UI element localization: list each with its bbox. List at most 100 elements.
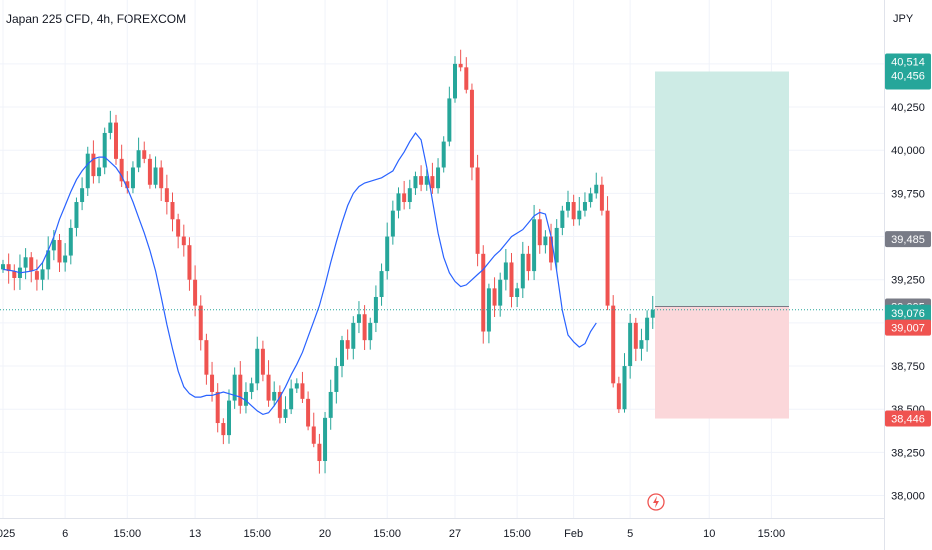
loss-zone bbox=[655, 306, 789, 419]
candle-body bbox=[283, 409, 288, 418]
candle-body bbox=[51, 240, 56, 251]
candle-body bbox=[407, 188, 412, 203]
candle-body bbox=[628, 322, 633, 367]
candle-body bbox=[102, 132, 107, 168]
candle-body bbox=[385, 236, 390, 272]
candle-body bbox=[464, 67, 469, 90]
candle-body bbox=[181, 236, 186, 246]
candle-body bbox=[424, 176, 429, 185]
candle-body bbox=[543, 236, 548, 246]
candle-body bbox=[294, 383, 299, 389]
candle-body bbox=[537, 219, 542, 246]
low-price-tag-bg bbox=[885, 319, 931, 336]
candle-body bbox=[639, 340, 644, 349]
x-tick-label: 15:00 bbox=[503, 528, 531, 540]
candle-body bbox=[458, 63, 463, 68]
candle-body bbox=[413, 176, 418, 189]
candle-body bbox=[40, 269, 45, 280]
candle-body bbox=[108, 122, 113, 133]
flash-icon bbox=[653, 496, 659, 508]
candle-body bbox=[29, 257, 34, 272]
candle-body bbox=[187, 245, 192, 280]
y-tick-label: 39,250 bbox=[891, 275, 925, 287]
candle-body bbox=[68, 227, 73, 256]
long-position-tool[interactable] bbox=[655, 71, 789, 419]
y-tick-label: 38,000 bbox=[891, 491, 925, 503]
candle-body bbox=[164, 188, 169, 203]
candle-body bbox=[379, 271, 384, 297]
candle-body bbox=[611, 305, 616, 384]
candle-body bbox=[125, 181, 130, 189]
y-tick-label: 38,750 bbox=[891, 361, 925, 373]
candle-body bbox=[114, 122, 118, 159]
candle-body bbox=[176, 219, 181, 237]
candle-body bbox=[356, 314, 361, 323]
candle-body bbox=[63, 255, 68, 263]
candle-body bbox=[419, 176, 424, 185]
candle-body bbox=[243, 391, 248, 406]
candle-body bbox=[503, 262, 508, 280]
stop-price-tag-bg bbox=[885, 410, 931, 427]
candle-body bbox=[560, 210, 565, 228]
currency-label[interactable]: JPY bbox=[893, 13, 914, 25]
candle-body bbox=[486, 288, 491, 332]
y-tick-label: 39,750 bbox=[891, 188, 925, 200]
candle-body bbox=[453, 63, 457, 99]
candle-body bbox=[447, 98, 452, 142]
level-price-tag-text: 39,485 bbox=[891, 234, 925, 246]
candle-body bbox=[430, 176, 435, 189]
x-tick-label: 15:00 bbox=[114, 528, 142, 540]
candle-body bbox=[289, 388, 294, 410]
candle-body bbox=[193, 279, 198, 306]
candle-body bbox=[210, 374, 215, 392]
stop-price-tag-text: 38,446 bbox=[891, 414, 925, 426]
candle-body bbox=[227, 400, 231, 436]
target-price-tag-text: 40,514 bbox=[891, 56, 925, 68]
candle-body bbox=[198, 305, 203, 341]
x-tick-label: 20 bbox=[319, 528, 331, 540]
candle-body bbox=[91, 153, 96, 177]
candle-body bbox=[532, 219, 537, 272]
y-tick-label: 40,000 bbox=[891, 145, 925, 157]
candle-body bbox=[311, 426, 316, 444]
candle-body bbox=[622, 366, 627, 410]
candle-body bbox=[317, 443, 322, 462]
candle-body bbox=[277, 391, 282, 418]
candle-body bbox=[492, 288, 497, 306]
candle-body bbox=[599, 184, 604, 211]
candle-body bbox=[306, 398, 311, 427]
candle-body bbox=[34, 271, 39, 280]
candle-body bbox=[650, 309, 655, 318]
x-tick-label: 27 bbox=[449, 528, 461, 540]
low-price-tag-text: 39,007 bbox=[891, 323, 925, 335]
candle-body bbox=[328, 391, 333, 418]
candle-body bbox=[255, 348, 260, 384]
x-tick-label: 15:00 bbox=[373, 528, 401, 540]
candle-body bbox=[475, 167, 480, 254]
candle-body bbox=[6, 264, 11, 272]
x-tick-label: 6 bbox=[62, 528, 68, 540]
event-flash-icon[interactable] bbox=[647, 493, 665, 511]
candle-body bbox=[594, 184, 599, 194]
candle-body bbox=[266, 374, 271, 401]
candle-body bbox=[85, 153, 90, 189]
target-price-tag-bg bbox=[885, 53, 931, 90]
candle-body bbox=[57, 240, 62, 263]
candle-body bbox=[221, 423, 226, 436]
candle-body bbox=[249, 383, 254, 392]
candle-body bbox=[74, 202, 79, 228]
target-price-tag-text: 40,456 bbox=[891, 70, 925, 82]
candle-body bbox=[616, 383, 621, 410]
candle-body bbox=[481, 253, 486, 332]
candle-body bbox=[633, 322, 638, 349]
candle-body bbox=[23, 257, 28, 268]
candle-body bbox=[605, 210, 610, 306]
candle-body bbox=[396, 193, 401, 211]
candlestick-series bbox=[1, 49, 655, 474]
x-tick-label: 10 bbox=[703, 528, 715, 540]
candle-body bbox=[351, 322, 356, 349]
candle-body bbox=[498, 279, 503, 306]
x-tick-label: 13 bbox=[189, 528, 201, 540]
candle-body bbox=[402, 193, 407, 203]
